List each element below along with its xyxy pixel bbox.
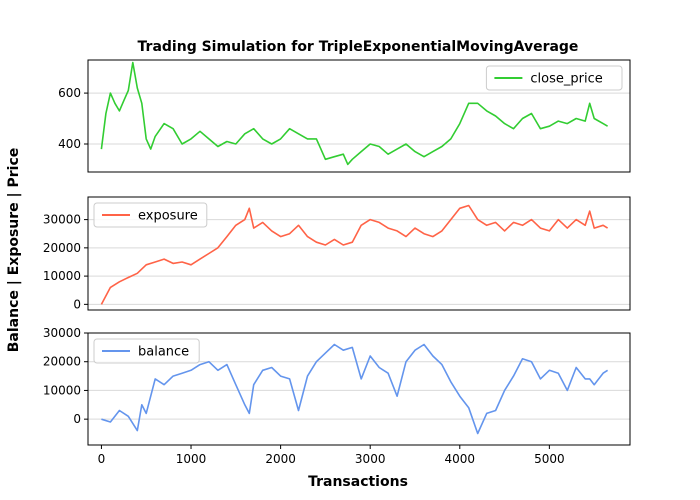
x-tick-label: 4000 <box>445 452 476 466</box>
x-tick-label: 1000 <box>176 452 207 466</box>
panel-frame-balance <box>87 332 631 446</box>
x-tick-label: 0 <box>98 452 106 466</box>
panel-frame-exposure <box>87 196 631 311</box>
x-tick-label: 2000 <box>265 452 296 466</box>
legend-exposure: exposure <box>93 202 208 228</box>
legend-close_price: close_price <box>485 65 623 91</box>
legend-box-balance <box>93 338 200 364</box>
series-line-exposure <box>100 204 609 305</box>
chart-title: Trading Simulation for TripleExponential… <box>138 39 579 55</box>
legend-label-balance: balance <box>138 345 189 360</box>
y-tick-label-exposure: 0 <box>73 297 81 311</box>
panel-close_price: 400 600 close_price <box>58 59 631 173</box>
legend-box-close_price <box>485 65 623 91</box>
y-axis-label: Balance | Exposure | Price <box>6 148 22 353</box>
y-tick-label-balance: 0 <box>73 412 81 426</box>
y-tick-label-exposure: 20000 <box>43 241 81 255</box>
legend-label-close_price: close_price <box>530 72 602 87</box>
panel-exposure: 0 10000 20000 30000 exposure <box>43 196 631 311</box>
panel-balance: 0 10000 20000 30000 balance 0 1000 2000 3000 4000… <box>43 326 631 466</box>
x-tick-label: 5000 <box>534 452 565 466</box>
y-tick-label-balance: 20000 <box>43 355 81 369</box>
y-tick-label-close_price: 600 <box>58 86 81 100</box>
y-tick-label-balance: 10000 <box>43 383 81 397</box>
series-line-close_price <box>100 61 609 166</box>
series-line-balance <box>101 343 609 435</box>
y-tick-label-close_price: 400 <box>58 137 81 151</box>
legend-box-exposure <box>93 202 208 228</box>
y-tick-label-exposure: 30000 <box>43 213 81 227</box>
x-axis-label: Transactions <box>308 474 408 490</box>
y-tick-label-exposure: 10000 <box>43 269 81 283</box>
y-tick-label-balance: 30000 <box>43 326 81 340</box>
legend-label-exposure: exposure <box>138 209 198 224</box>
panel-frame-close_price <box>87 59 631 173</box>
legend-balance: balance <box>93 338 200 364</box>
x-tick-label: 3000 <box>355 452 386 466</box>
